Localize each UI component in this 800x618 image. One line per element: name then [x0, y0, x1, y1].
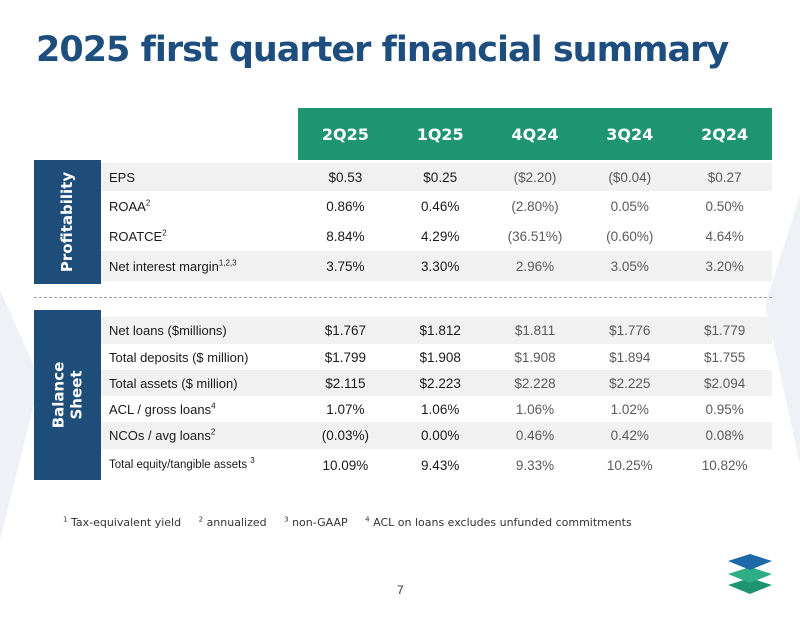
table-cell: 1.07% — [326, 401, 365, 417]
balance-sheet-table: Net loans ($millions) $1.767 $1.812 $1.8… — [101, 317, 772, 481]
table-cell: $1.755 — [703, 349, 746, 365]
table-cell: 8.84% — [326, 228, 365, 244]
table-cell: 3.30% — [421, 258, 460, 274]
table-cell: 4.29% — [421, 228, 460, 244]
footnotes: 1 Tax-equivalent yield 2 annualized 3 no… — [63, 516, 646, 529]
section-label-text: Balance Sheet — [49, 361, 86, 429]
table-cell: $2.225 — [609, 375, 651, 391]
footnote: 1 Tax-equivalent yield — [63, 515, 182, 529]
table-cell: 1.02% — [610, 401, 649, 417]
table-cell: $0.25 — [423, 169, 458, 185]
table-row: Total assets ($ million) $2.115 $2.223 $… — [101, 370, 772, 396]
table-row: Total equity/tangible assets 3 10.09% 9.… — [101, 449, 772, 481]
footnote: 3 non-GAAP — [284, 515, 348, 529]
table-cell: 9.43% — [421, 457, 460, 473]
table-cell: 3.75% — [326, 258, 365, 274]
page-number: 7 — [397, 583, 404, 597]
row-label: Total deposits ($ million) — [109, 349, 249, 365]
table-cell: $1.811 — [514, 323, 556, 338]
section-label-text: Profitability — [58, 171, 77, 273]
table-cell: 1.06% — [421, 401, 460, 417]
table-row: Net loans ($millions) $1.767 $1.812 $1.8… — [101, 317, 772, 344]
table-cell: 2.96% — [515, 258, 555, 274]
table-cell: $2.094 — [703, 375, 746, 391]
table-cell: 10.09% — [322, 457, 369, 473]
table-row: Total deposits ($ million) $1.799 $1.908… — [101, 344, 772, 370]
table-row: EPS $0.53 $0.25 ($2.20) ($0.04) $0.27 — [101, 163, 772, 191]
background-shape-left — [0, 290, 40, 540]
table-cell: $1.812 — [419, 323, 461, 338]
row-label: Total assets ($ million) — [109, 375, 238, 391]
table-cell: $0.27 — [707, 169, 742, 185]
column-header: 3Q24 — [606, 124, 654, 144]
footnote: 4 ACL on loans excludes unfunded commitm… — [365, 515, 632, 529]
table-row: NCOs / avg loans2 (0.03%) 0.00% 0.46% 0.… — [101, 422, 772, 449]
table-cell: 0.42% — [610, 428, 649, 443]
table-cell: 1.06% — [515, 401, 555, 417]
table-cell: 0.50% — [705, 198, 744, 214]
table-cell: (36.51%) — [507, 228, 563, 244]
column-header: 4Q24 — [511, 124, 559, 144]
table-row: ROATCE2 8.84% 4.29% (36.51%) (0.60%) 4.6… — [101, 221, 772, 251]
table-cell: $1.908 — [419, 349, 461, 365]
row-label: EPS — [109, 169, 136, 185]
table-cell: (2.80%) — [511, 198, 559, 214]
table-cell: (0.60%) — [606, 228, 654, 244]
row-label: Net interest margin1,2,3 — [109, 258, 237, 274]
table-cell: 0.08% — [705, 428, 744, 443]
column-header: 2Q25 — [321, 124, 369, 144]
table-cell: 0.05% — [610, 198, 649, 214]
column-header: 2Q24 — [701, 124, 749, 144]
section-divider — [34, 297, 772, 298]
row-label: ROATCE2 — [109, 228, 167, 244]
table-cell: 0.86% — [326, 198, 365, 214]
table-cell: 0.00% — [421, 428, 460, 443]
column-header-bar: 2Q25 1Q25 4Q24 3Q24 2Q24 — [298, 108, 772, 160]
table-cell: $0.53 — [328, 169, 363, 185]
table-cell: $1.894 — [609, 349, 651, 365]
row-label: Net loans ($millions) — [109, 323, 227, 338]
table-cell: $1.908 — [514, 349, 556, 365]
table-cell: 10.82% — [701, 457, 748, 473]
table-cell: 3.20% — [705, 258, 744, 274]
table-cell: $1.799 — [324, 349, 367, 365]
table-cell: $2.223 — [419, 375, 461, 391]
table-cell: $1.767 — [324, 323, 367, 338]
layered-stack-icon — [728, 554, 772, 594]
table-cell: 9.33% — [515, 457, 555, 473]
table-cell: 4.64% — [705, 228, 744, 244]
table-cell: ($0.04) — [608, 169, 652, 185]
column-header: 1Q25 — [416, 124, 464, 144]
table-cell: 0.95% — [705, 401, 744, 417]
table-cell: (0.03%) — [321, 428, 370, 443]
table-cell: 3.05% — [610, 258, 649, 274]
table-cell: 0.46% — [515, 428, 555, 443]
row-label: Total equity/tangible assets 3 — [109, 456, 255, 471]
row-label: NCOs / avg loans2 — [109, 427, 216, 443]
page-title: 2025 first quarter financial summary — [36, 30, 729, 70]
row-label: ROAA2 — [109, 198, 151, 214]
section-label-balance-sheet: Balance Sheet — [34, 310, 101, 480]
table-cell: $1.776 — [609, 323, 651, 338]
table-row: ACL / gross loans4 1.07% 1.06% 1.06% 1.0… — [101, 396, 772, 422]
row-label: ACL / gross loans4 — [109, 401, 216, 417]
table-cell: 10.25% — [606, 457, 653, 473]
profitability-table: EPS $0.53 $0.25 ($2.20) ($0.04) $0.27 RO… — [101, 163, 772, 281]
table-cell: ($2.20) — [513, 169, 557, 185]
table-cell: $2.228 — [514, 375, 556, 391]
table-row: ROAA2 0.86% 0.46% (2.80%) 0.05% 0.50% — [101, 191, 772, 221]
section-label-profitability: Profitability — [34, 160, 101, 284]
table-row: Net interest margin1,2,3 3.75% 3.30% 2.9… — [101, 251, 772, 281]
footnote: 2 annualized — [198, 515, 267, 529]
table-cell: $1.779 — [703, 323, 746, 338]
table-cell: $2.115 — [325, 375, 366, 391]
table-cell: 0.46% — [421, 198, 460, 214]
